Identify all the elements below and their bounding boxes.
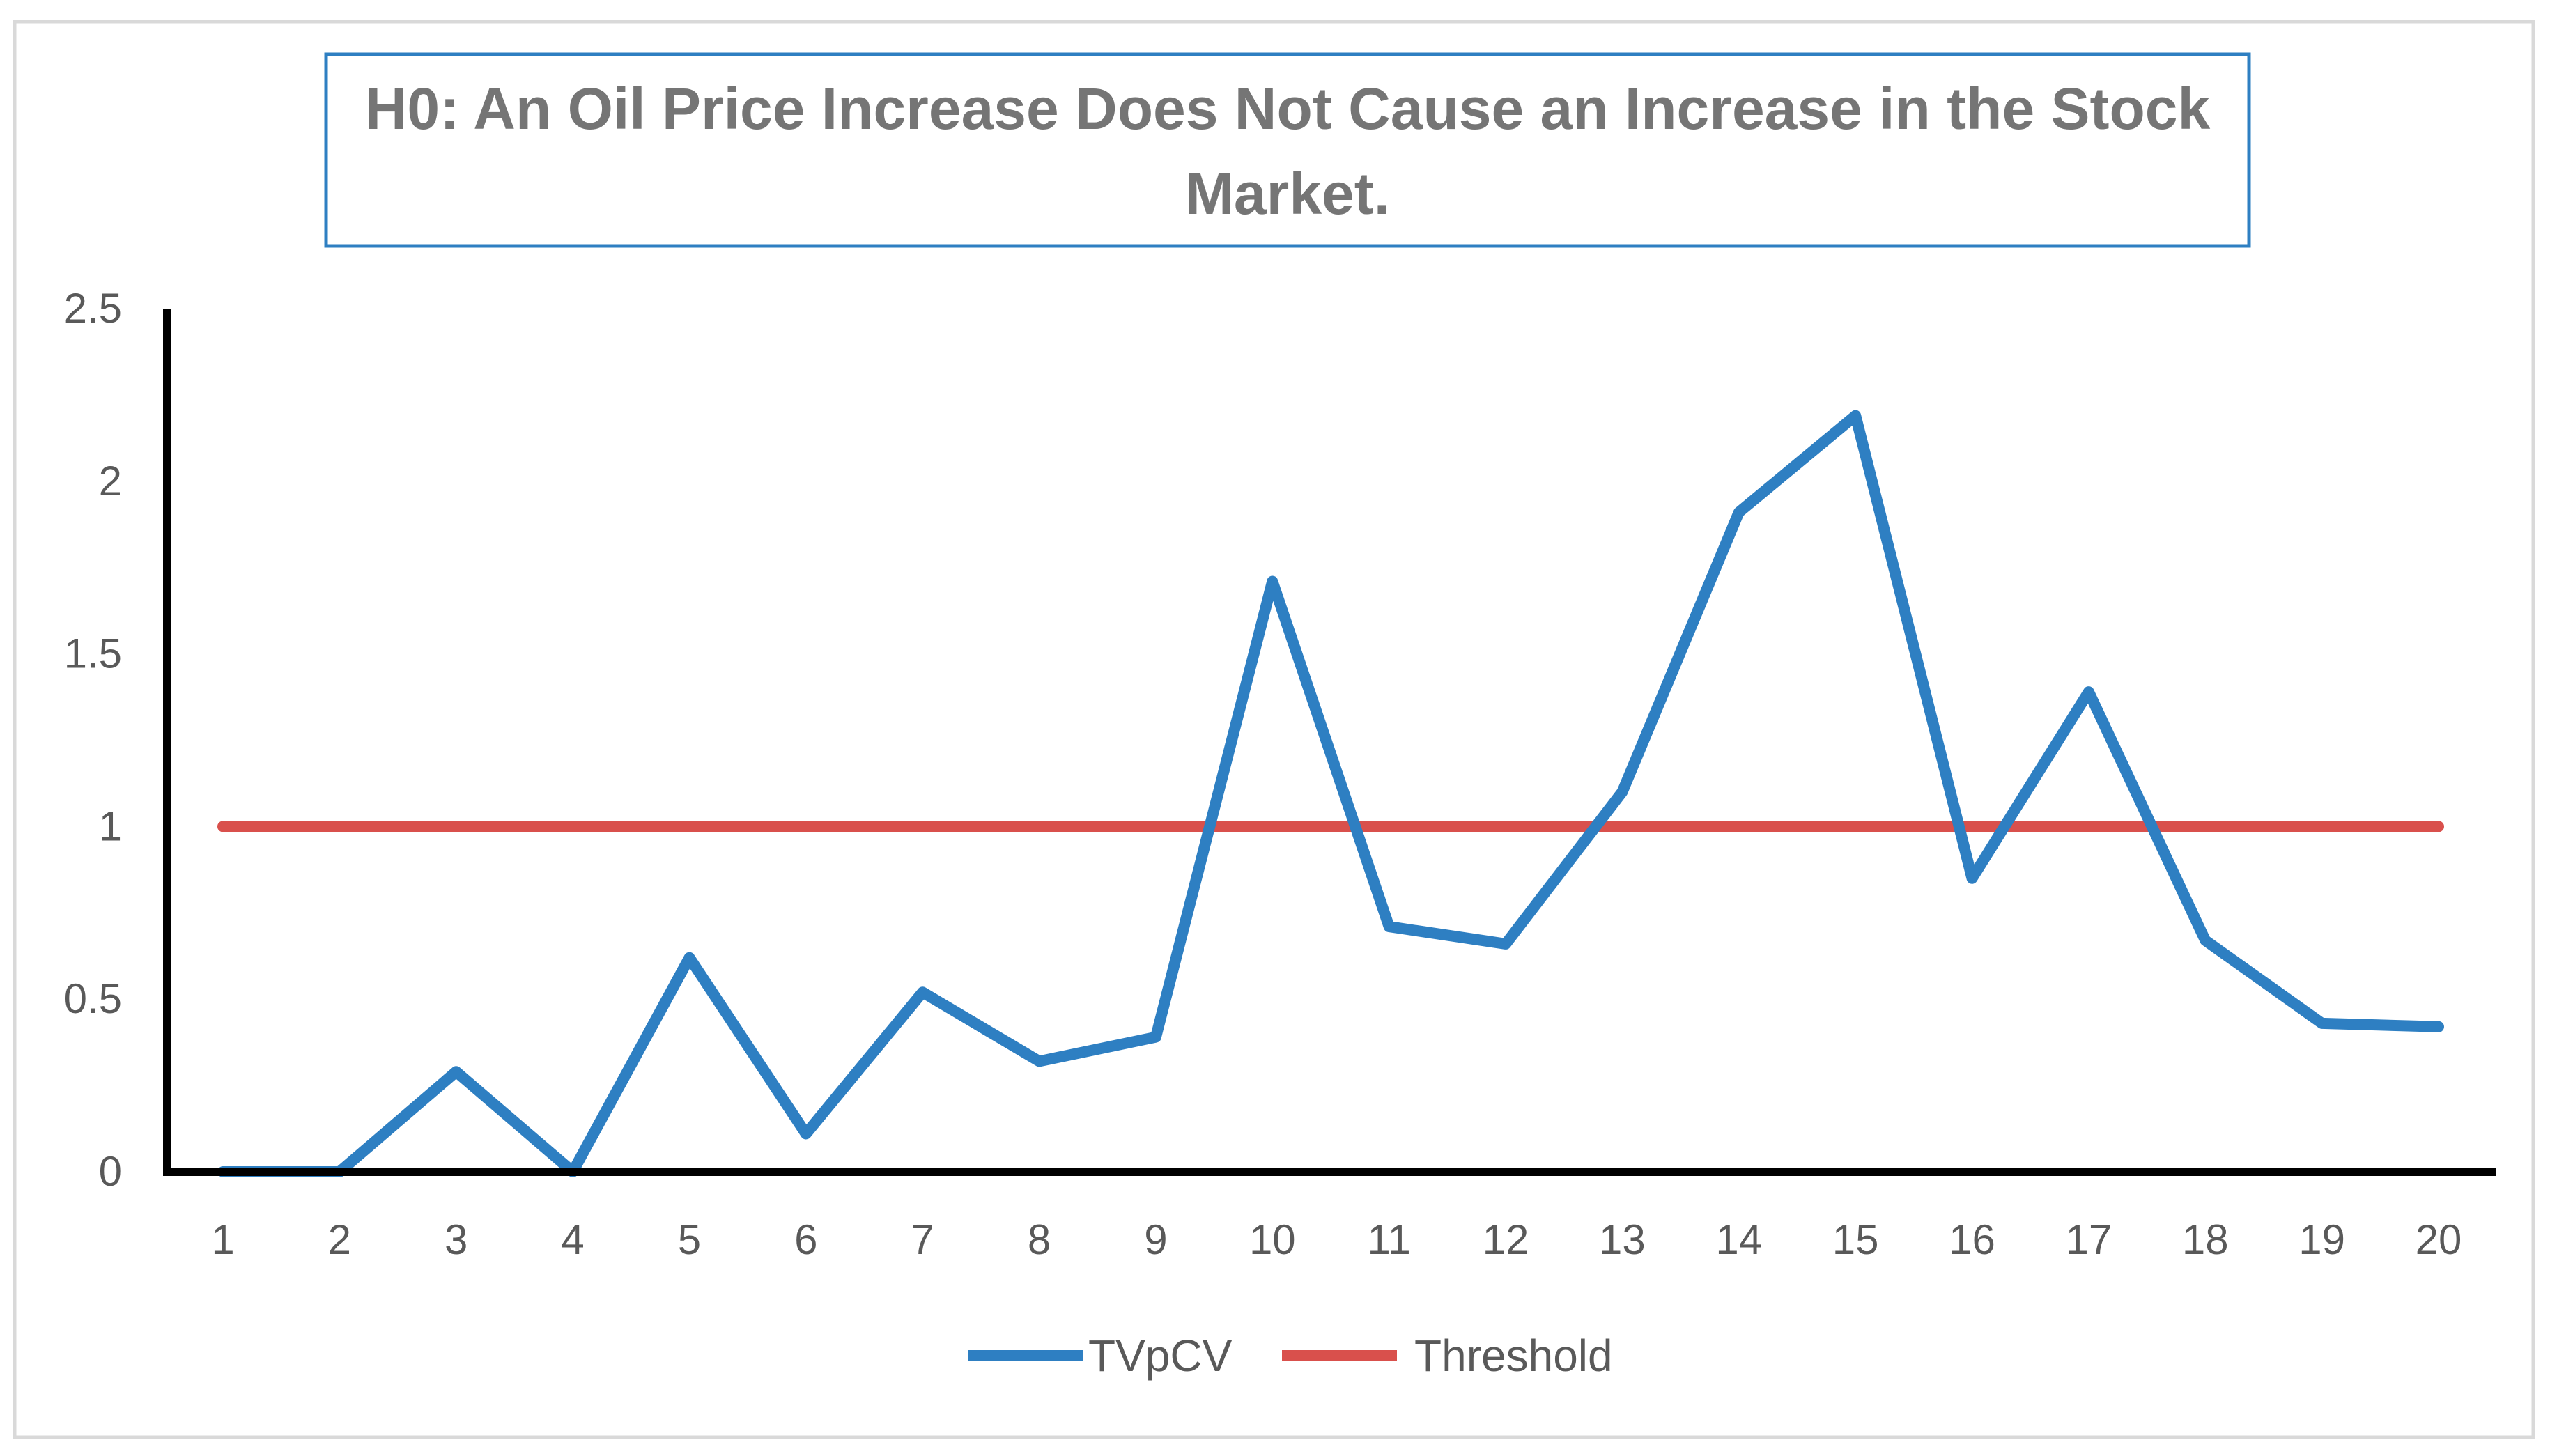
x-tick-label: 3	[445, 1216, 468, 1263]
x-tick-label: 11	[1368, 1216, 1411, 1263]
legend-label-threshold: Threshold	[1414, 1331, 1613, 1381]
x-tick-label: 17	[2066, 1216, 2112, 1263]
x-tick-label: 8	[1028, 1216, 1051, 1263]
x-tick-label: 16	[1949, 1216, 1995, 1263]
legend: TVpCV Threshold	[968, 1331, 1613, 1381]
chart-title-line-2: Market.	[1185, 161, 1390, 226]
x-tick-label: 15	[1832, 1216, 1879, 1263]
x-tick-label: 7	[911, 1216, 934, 1263]
y-tick-label: 2	[99, 458, 122, 504]
legend-label-tvpcv: TVpCV	[1088, 1331, 1233, 1381]
x-tick-label: 9	[1144, 1216, 1167, 1263]
y-tick-label: 1	[99, 803, 122, 849]
x-tick-label: 1	[211, 1216, 234, 1263]
chart-title-box	[324, 52, 2251, 248]
x-tick-label: 4	[561, 1216, 584, 1263]
x-tick-label: 6	[794, 1216, 817, 1263]
series-lines	[217, 410, 2444, 1177]
x-tick-label: 13	[1599, 1216, 1646, 1263]
x-tick-label: 20	[2416, 1216, 2462, 1263]
x-tick-label: 12	[1483, 1216, 1529, 1263]
y-tick-label: 1.5	[64, 630, 122, 677]
x-tick-label: 5	[678, 1216, 701, 1263]
x-tick-label: 19	[2298, 1216, 2345, 1263]
y-tick-label: 0.5	[64, 975, 122, 1022]
y-tick-label: 0	[99, 1148, 122, 1195]
x-tick-label: 10	[1249, 1216, 1296, 1263]
x-axis-tick-labels: 1 2 3 4 5 6 7 8 9 10 11 12 13 14 15 16 17 18 19 20	[211, 1216, 2462, 1263]
series-line-tvpcv	[217, 410, 2444, 1177]
chart-border	[13, 20, 2535, 1439]
chart-title-line-1: H0: An Oil Price Increase Does Not Cause…	[365, 76, 2211, 141]
x-tick-label: 2	[328, 1216, 351, 1263]
x-tick-label: 14	[1715, 1216, 1762, 1263]
y-axis-tick-labels: 0 0.5 1 1.5 2 2.5	[64, 285, 122, 1195]
y-tick-label: 2.5	[64, 285, 122, 332]
x-tick-label: 18	[2182, 1216, 2229, 1263]
